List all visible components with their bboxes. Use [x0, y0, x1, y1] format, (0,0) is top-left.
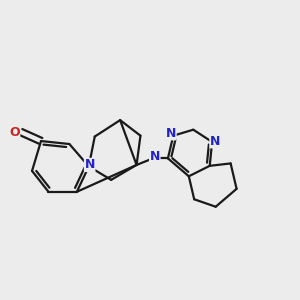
Text: N: N: [85, 158, 95, 171]
Text: N: N: [166, 127, 176, 140]
Text: N: N: [210, 135, 220, 148]
Text: N: N: [150, 150, 160, 163]
Text: O: O: [9, 126, 20, 139]
